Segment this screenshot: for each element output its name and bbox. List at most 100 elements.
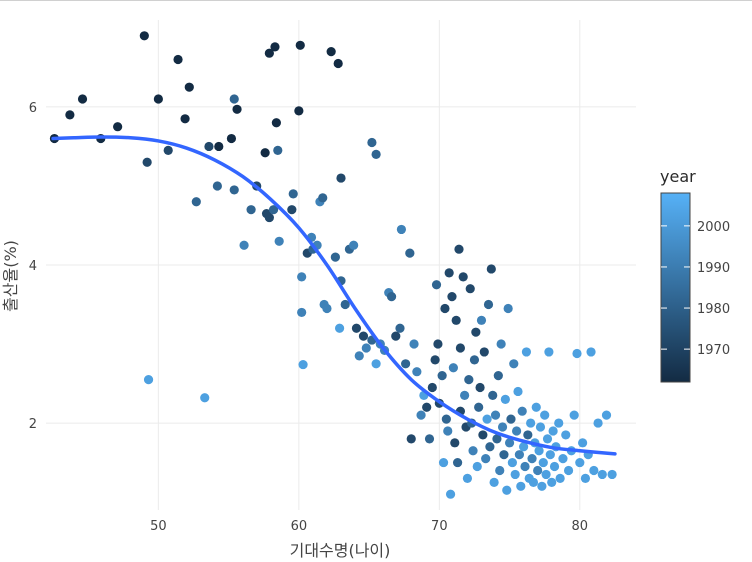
data-point bbox=[143, 374, 154, 385]
data-point bbox=[142, 157, 152, 167]
data-point bbox=[386, 292, 397, 302]
data-point bbox=[229, 185, 239, 195]
data-point bbox=[474, 402, 484, 412]
data-point bbox=[503, 303, 513, 314]
y-tick-label: 2 bbox=[29, 417, 37, 432]
legend-title: year bbox=[660, 167, 696, 186]
data-point bbox=[548, 426, 558, 436]
y-tick-label: 4 bbox=[29, 259, 37, 274]
data-point bbox=[535, 422, 546, 432]
data-point bbox=[545, 450, 555, 460]
data-point bbox=[452, 457, 463, 468]
data-point bbox=[507, 457, 517, 468]
data-point bbox=[580, 473, 591, 483]
data-point bbox=[547, 477, 557, 487]
data-point bbox=[200, 393, 210, 403]
legend-tick-label: 2000 bbox=[697, 220, 730, 235]
data-point bbox=[572, 348, 582, 359]
data-point bbox=[502, 485, 512, 495]
data-point bbox=[607, 469, 617, 480]
legend-ticks: 1970 1980 1990 2000 bbox=[661, 220, 730, 358]
data-point bbox=[475, 382, 485, 393]
data-point bbox=[489, 477, 499, 487]
data-point bbox=[268, 205, 279, 215]
data-point bbox=[513, 386, 523, 397]
data-point bbox=[288, 189, 298, 199]
data-point bbox=[496, 339, 506, 349]
data-point bbox=[261, 209, 272, 219]
data-point bbox=[444, 268, 454, 278]
data-point bbox=[298, 359, 308, 370]
legend-tick-label: 1990 bbox=[697, 261, 730, 276]
data-point bbox=[297, 272, 307, 282]
data-point bbox=[184, 82, 194, 92]
top-border bbox=[0, 0, 752, 1]
data-point bbox=[476, 315, 487, 325]
data-point bbox=[367, 137, 377, 148]
x-tick-label: 50 bbox=[150, 519, 167, 534]
legend-tick-label: 1980 bbox=[697, 302, 730, 317]
data-point bbox=[270, 42, 280, 52]
data-point bbox=[478, 430, 488, 440]
data-point bbox=[334, 323, 345, 333]
data-point bbox=[485, 442, 495, 452]
data-point bbox=[264, 48, 274, 58]
data-point bbox=[479, 347, 489, 357]
data-point bbox=[549, 461, 560, 472]
data-point bbox=[287, 205, 297, 215]
data-point bbox=[361, 343, 371, 353]
data-point bbox=[433, 339, 443, 349]
data-point bbox=[422, 402, 432, 412]
data-point bbox=[542, 434, 553, 444]
data-point bbox=[273, 145, 283, 156]
data-point bbox=[454, 244, 464, 254]
data-point bbox=[555, 473, 565, 483]
data-point bbox=[527, 454, 537, 464]
data-point bbox=[65, 110, 75, 120]
trend-layer bbox=[51, 135, 617, 456]
data-point bbox=[326, 47, 336, 57]
data-point bbox=[468, 446, 478, 456]
data-point bbox=[246, 205, 256, 215]
data-point bbox=[523, 430, 533, 440]
data-point bbox=[294, 106, 304, 116]
data-point bbox=[509, 359, 519, 369]
data-point bbox=[451, 315, 461, 325]
data-point bbox=[460, 390, 470, 401]
data-point bbox=[412, 367, 422, 377]
data-point bbox=[544, 347, 554, 357]
data-point bbox=[163, 145, 173, 156]
data-point bbox=[575, 457, 585, 468]
trend-line bbox=[51, 135, 617, 456]
y-tick-label: 6 bbox=[29, 101, 37, 116]
data-point bbox=[371, 149, 381, 159]
data-point bbox=[212, 181, 222, 191]
data-point bbox=[471, 327, 481, 337]
data-point bbox=[371, 359, 381, 369]
y-axis-title: 출산율(%) bbox=[1, 240, 20, 312]
data-point bbox=[349, 240, 359, 250]
data-point bbox=[431, 280, 442, 290]
data-point bbox=[514, 450, 525, 460]
data-point bbox=[437, 371, 447, 381]
x-axis-title: 기대수명(나이) bbox=[290, 541, 391, 560]
data-point bbox=[229, 94, 239, 104]
data-point bbox=[465, 284, 475, 294]
data-point bbox=[340, 299, 350, 310]
data-point bbox=[458, 272, 468, 282]
data-point bbox=[578, 438, 588, 448]
data-point bbox=[318, 193, 328, 203]
data-point bbox=[427, 382, 437, 393]
data-point bbox=[488, 390, 498, 401]
data-point bbox=[511, 426, 522, 436]
color-legend: year 1970 1980 1990 2000 bbox=[660, 167, 730, 383]
data-point bbox=[455, 343, 466, 353]
data-point bbox=[424, 434, 435, 444]
data-point bbox=[483, 299, 494, 310]
data-point bbox=[517, 406, 527, 416]
data-point bbox=[441, 414, 451, 424]
data-point bbox=[495, 465, 505, 476]
data-point bbox=[416, 410, 426, 420]
data-point bbox=[443, 426, 453, 436]
